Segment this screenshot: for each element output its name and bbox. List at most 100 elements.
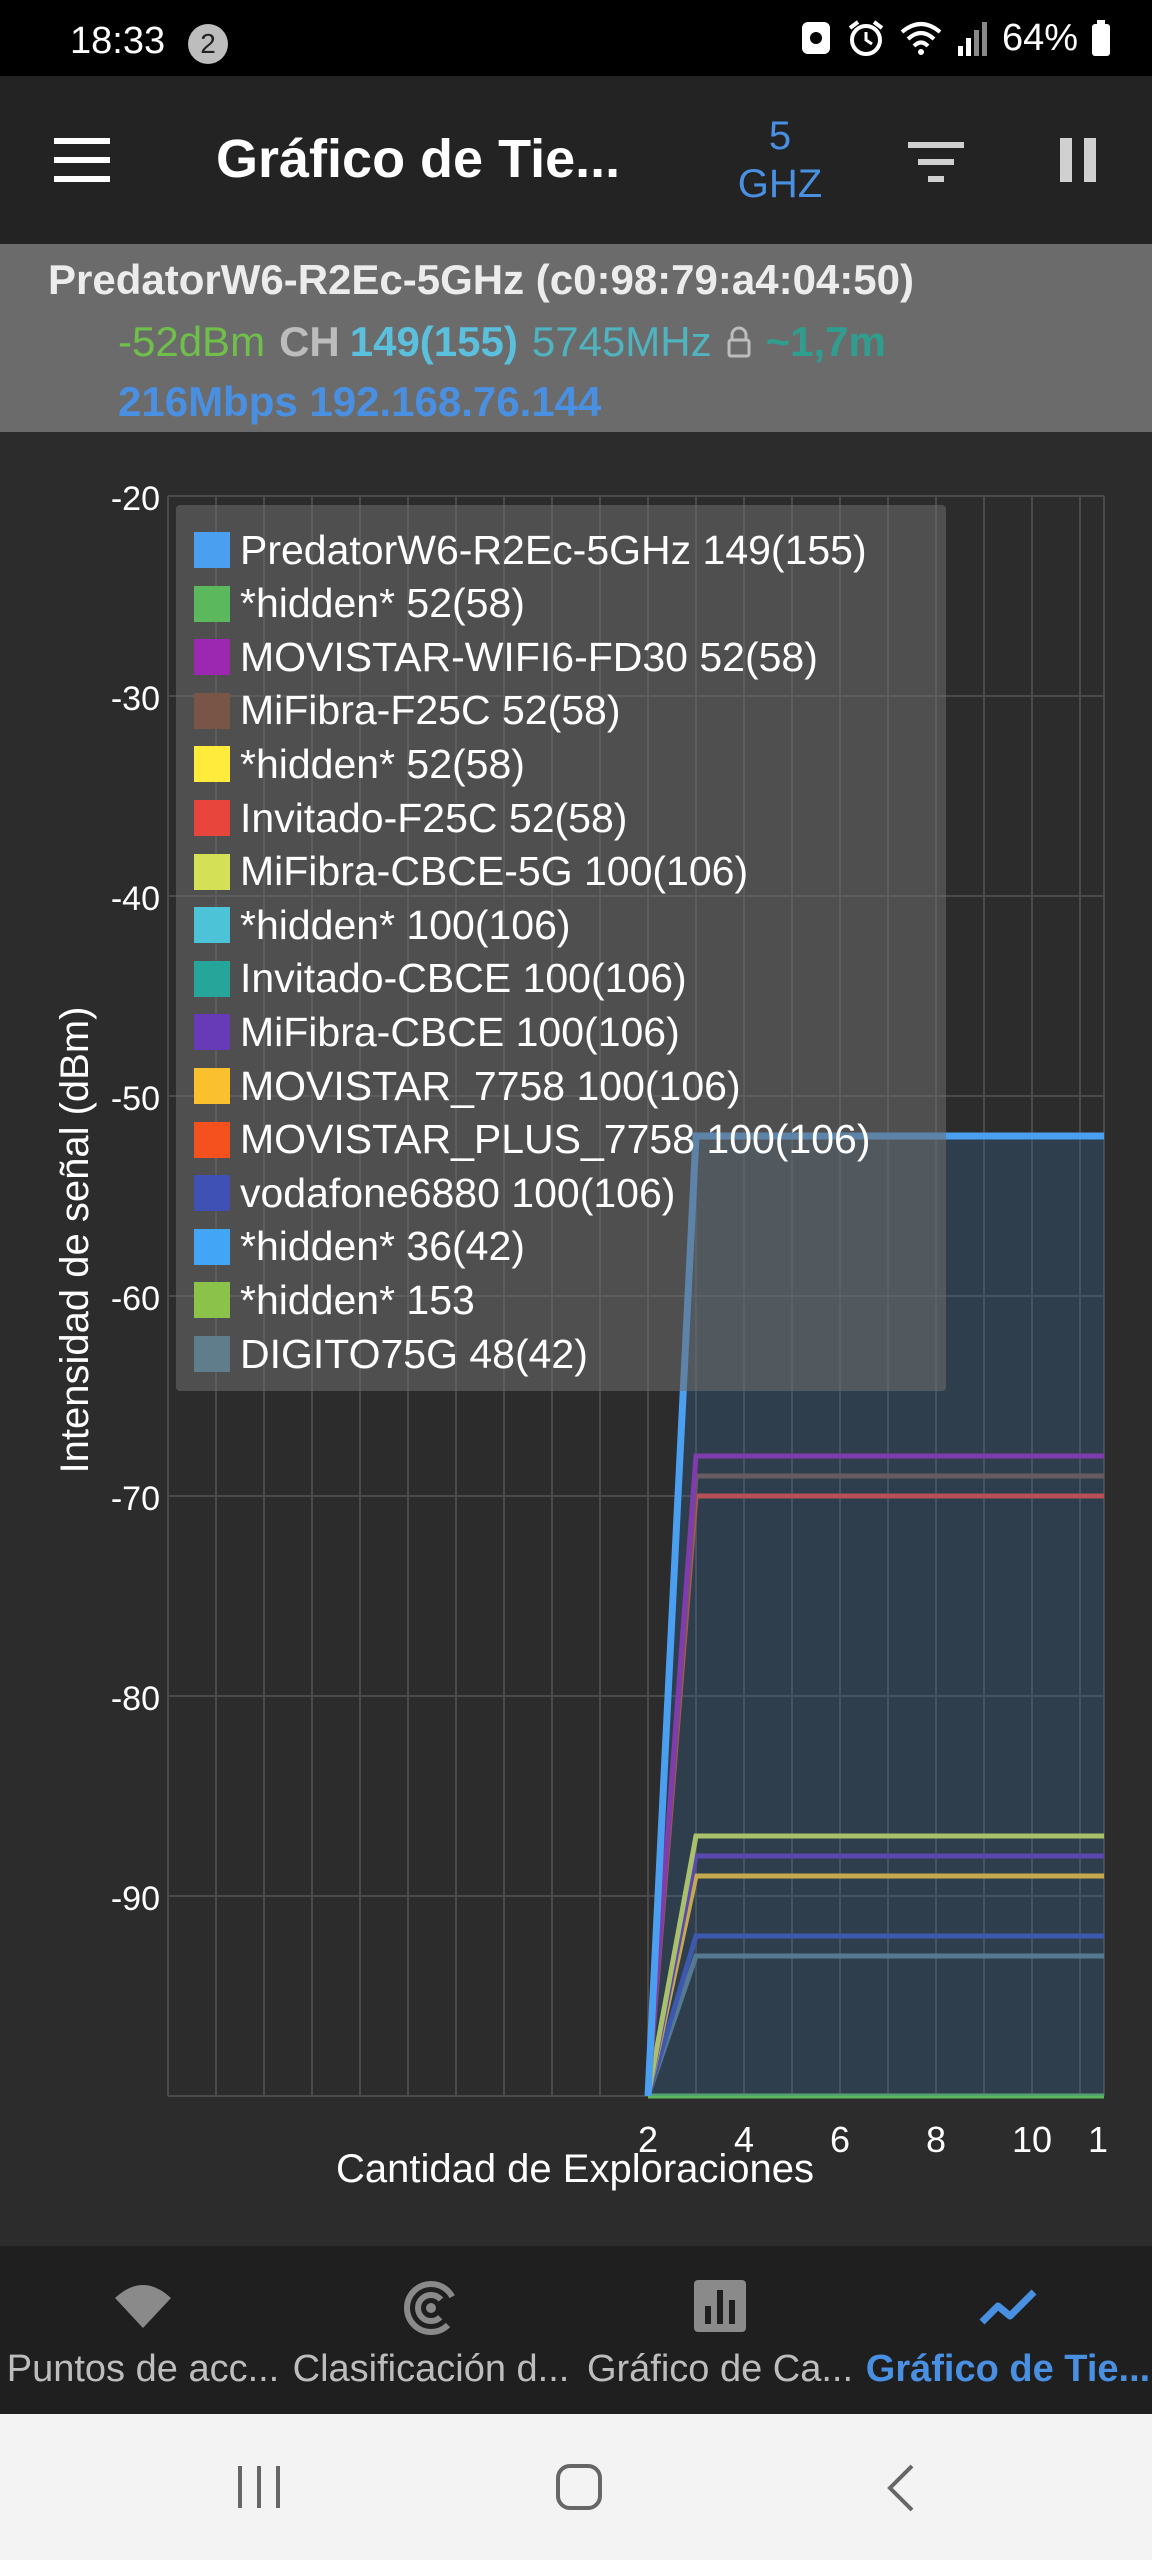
signal-broadcast-icon [404,2281,458,2335]
nav-channel-graph[interactable]: Gráfico de Ca... [576,2246,864,2414]
x-tick-label: 8 [926,2119,946,2160]
filter-icon[interactable] [904,138,968,186]
band-unit: GHZ [737,162,823,206]
x-tick-label: 4 [734,2119,754,2160]
y-tick-label: -40 [111,880,160,918]
wifi-icon [115,2285,171,2328]
legend-label: MOVISTAR_7758 100(106) [240,1062,741,1109]
page-title: Gráfico de Tie... [216,129,621,189]
chart-legend: PredatorW6-R2Ec-5GHz 149(155) *hidden* 52… [176,505,946,1391]
legend-swatch [194,532,230,568]
legend-item: vodafone6880 100(106) [194,1168,675,1218]
legend-item: *hidden* 52(58) [194,739,525,789]
x-tick-label: 2 [638,2119,658,2160]
y-axis-ticks: -20 -30 -40 -50 -60 -70 -80 -90 [111,480,160,1918]
status-icons: 64% [798,14,1112,62]
y-tick-label: -70 [111,1480,160,1518]
y-tick-label: -30 [111,680,160,718]
alarm-icon [848,20,884,56]
pause-icon[interactable] [1058,134,1098,186]
legend-label: MOVISTAR-WIFI6-FD30 52(58) [240,633,818,680]
y-tick-label: -50 [111,1080,160,1118]
series-line [645,1833,1104,2097]
legend-item: *hidden* 52(58) [194,579,525,629]
legend-swatch [194,960,230,997]
legend-label: *hidden* 52(58) [240,580,525,627]
legend-item: Invitado-CBCE 100(106) [194,954,687,1004]
x-axis-label: Cantidad de Exploraciones [336,2147,814,2191]
legend-swatch [194,1121,230,1158]
notification-count-badge: 2 [188,24,228,64]
legend-item: MOVISTAR-WIFI6-FD30 52(58) [194,632,818,682]
connection-details-row: -52dBm CH 149(155) 5745MHz ~1,7m [118,318,886,366]
legend-swatch [194,1336,230,1372]
legend-item: Invitado-F25C 52(58) [194,793,627,843]
legend-label: PredatorW6-R2Ec-5GHz 149(155) [240,526,867,573]
legend-swatch [194,1228,230,1265]
recent-apps-icon[interactable] [234,2464,284,2510]
legend-item: DIGITO75G 48(42) [194,1329,588,1379]
legend-swatch [194,907,230,944]
series-line [645,1933,1104,2097]
band-value: 5 [768,114,792,158]
speed-ip: 216Mbps 192.168.76.144 [118,378,602,425]
y-axis-label: Intensidad de señal (dBm) [53,1007,97,1474]
legend-label: vodafone6880 100(106) [240,1169,676,1216]
legend-item: PredatorW6-R2Ec-5GHz 149(155) [194,525,867,575]
x-tick-label: 10 [1012,2119,1052,2160]
battery-icon [1092,20,1110,56]
band-selector-button[interactable]: 5 GHZ [720,112,840,208]
legend-swatch [194,1282,230,1319]
legend-swatch [194,585,230,622]
lock-icon [727,326,751,358]
home-icon[interactable] [554,2462,604,2512]
back-icon[interactable] [882,2462,918,2514]
system-navigation-bar [0,2414,1152,2560]
legend-label: *hidden* 36(42) [240,1223,525,1270]
nav-channel-rating[interactable]: Clasificación d... [286,2246,576,2414]
legend-label: MiFibra-F25C 52(58) [240,687,621,734]
legend-item: MOVISTAR_7758 100(106) [194,1061,741,1111]
legend-item: MOVISTAR_PLUS_7758 100(106) [194,1115,871,1165]
legend-label: MiFibra-CBCE-5G 100(106) [240,848,749,895]
legend-swatch [194,639,230,676]
legend-label: DIGITO75G 48(42) [240,1330,588,1377]
x-tick-label: 1 [1088,2119,1108,2160]
line-chart-icon [979,2289,1037,2325]
channel-value: 149(155) [349,318,518,365]
legend-item: MiFibra-F25C 52(58) [194,686,621,736]
legend-item: *hidden* 153 [194,1275,475,1325]
nav-label: Gráfico de Tie... [865,2348,1151,2390]
bottom-navigation: Puntos de acc... Clasificación d... Gráf… [0,2246,1152,2414]
status-bar: 18:33 2 64% [0,0,1152,76]
legend-label: Invitado-CBCE 100(106) [240,955,687,1002]
legend-item: MiFibra-CBCE-5G 100(106) [194,847,748,897]
distance: ~1,7m [765,318,886,365]
nav-access-points[interactable]: Puntos de acc... [0,2246,286,2414]
nav-time-graph[interactable]: Gráfico de Tie... [864,2246,1152,2414]
legend-label: MOVISTAR_PLUS_7758 100(106) [240,1116,871,1163]
y-tick-label: -20 [111,480,160,518]
vpn-lock-icon [801,22,830,54]
connection-info-panel[interactable]: PredatorW6-R2Ec-5GHz (c0:98:79:a4:04:50)… [0,244,1152,432]
legend-swatch [194,746,230,783]
legend-label: Invitado-F25C 52(58) [240,794,628,841]
status-time: 18:33 [70,20,166,62]
nav-label: Clasificación d... [292,2348,570,2390]
signal-strength: -52dBm [118,318,266,365]
legend-label: *hidden* 153 [240,1276,475,1323]
legend-item: *hidden* 36(42) [194,1222,525,1272]
legend-label: *hidden* 100(106) [240,901,571,948]
wifi-status-icon [900,22,942,55]
frequency: 5745MHz [531,318,712,365]
menu-icon[interactable] [50,132,114,188]
nav-label: Gráfico de Ca... [586,2348,854,2390]
channel-label: CH [279,318,340,365]
legend-swatch [194,853,230,890]
legend-label: *hidden* 52(58) [240,740,525,787]
legend-item: *hidden* 100(106) [194,900,571,950]
legend-swatch [194,1014,230,1051]
legend-swatch [194,1175,230,1212]
legend-swatch [194,800,230,836]
legend-swatch [194,692,230,729]
